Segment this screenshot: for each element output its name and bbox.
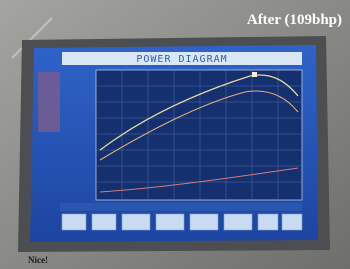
screen-buttons [62, 214, 302, 230]
peak-marker [252, 72, 257, 77]
photo-caption: After (109bhp) [247, 12, 342, 28]
screen-title: POWER DIAGRAM [136, 54, 227, 65]
info-row [60, 203, 302, 211]
plot-area [96, 70, 302, 200]
photo: POWER DIAGRAM After (109bhp) Nice! [0, 0, 350, 269]
footer-caption: Nice! [28, 255, 48, 265]
logo-block [38, 72, 60, 132]
